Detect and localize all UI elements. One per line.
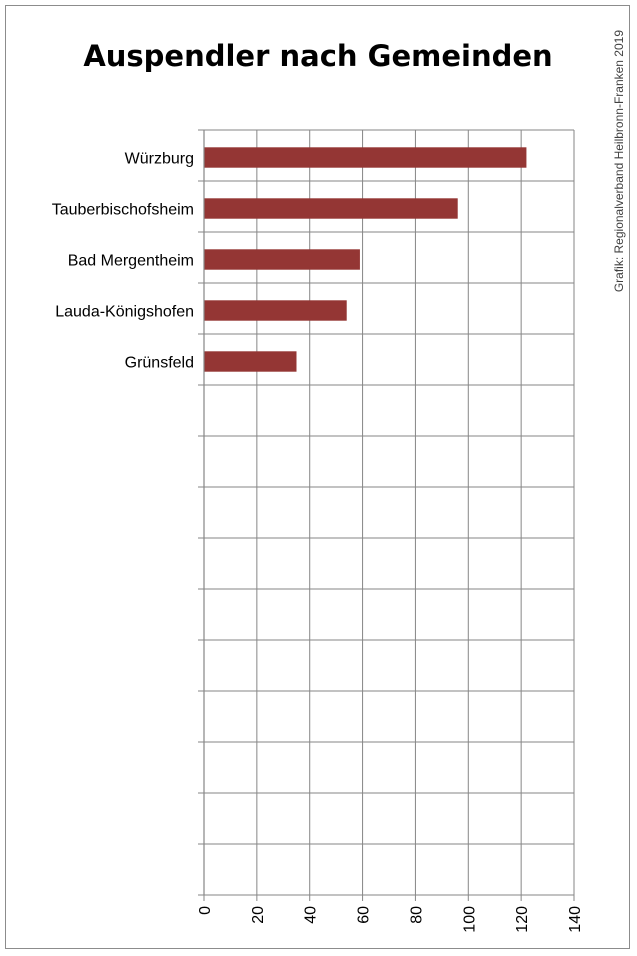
bar bbox=[204, 351, 297, 372]
chart-credit: Grafik: Regionalverband Heilbronn-Franke… bbox=[612, 30, 626, 292]
bar bbox=[204, 198, 458, 219]
chart-title: Auspendler nach Gemeinden bbox=[83, 39, 552, 73]
x-tick-label: 20 bbox=[250, 906, 267, 924]
category-label: Würzburg bbox=[125, 151, 194, 168]
bar bbox=[204, 300, 347, 321]
x-tick-label: 60 bbox=[356, 906, 373, 924]
category-label: Tauberbischofsheim bbox=[52, 202, 194, 219]
x-tick-label: 80 bbox=[408, 906, 425, 924]
grid bbox=[203, 129, 575, 896]
bar bbox=[204, 249, 360, 270]
bars bbox=[204, 147, 527, 372]
x-tick-label: 100 bbox=[461, 906, 478, 933]
labels: 0 20 40 60 80 100 120 140 Würzburg Tauberbischofs… bbox=[52, 151, 584, 933]
bar bbox=[204, 147, 527, 168]
category-label: Grünsfeld bbox=[125, 355, 194, 372]
x-tick-label: 40 bbox=[303, 906, 320, 924]
x-tick-label: 140 bbox=[567, 906, 584, 933]
category-label: Bad Mergentheim bbox=[68, 253, 194, 270]
category-label: Lauda-Königshofen bbox=[55, 304, 194, 321]
x-tick-label: 0 bbox=[197, 906, 214, 915]
x-tick-label: 120 bbox=[514, 906, 531, 933]
axes bbox=[198, 129, 575, 901]
